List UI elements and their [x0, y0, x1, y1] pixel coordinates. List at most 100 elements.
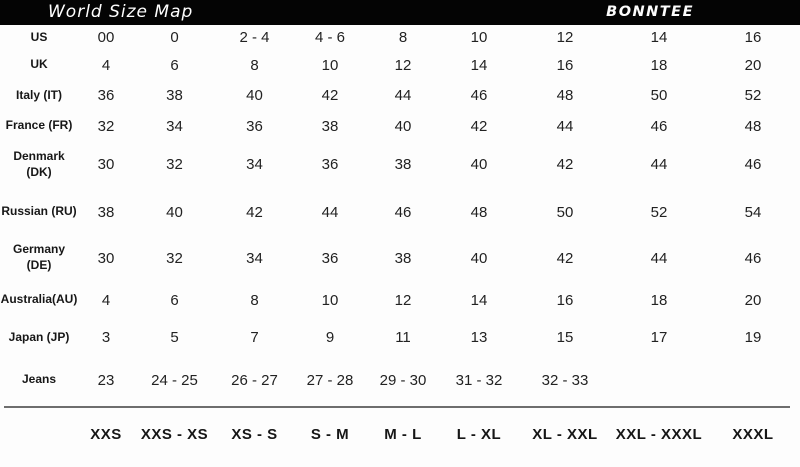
row-label-russian-ru: Russian (RU) — [1, 204, 77, 219]
separator-line — [4, 406, 790, 408]
row-label-uk: UK — [30, 57, 48, 72]
size-cell: 18 — [650, 56, 668, 74]
size-cell: 12 — [556, 29, 574, 46]
size-cell: 38 — [321, 117, 339, 135]
size-cell: 36 — [97, 87, 115, 104]
size-cell: 8 — [398, 29, 408, 46]
size-cell: 19 — [744, 329, 762, 346]
size-cell: 36 — [246, 117, 263, 135]
footer-size-label-xxs-xs: XXS - XS — [140, 425, 209, 443]
size-cell: 32 — [166, 249, 183, 267]
size-cell: 18 — [650, 291, 668, 309]
size-cell: 34 — [166, 117, 183, 135]
size-cell: 4 — [101, 291, 111, 309]
size-cell: 14 — [650, 29, 668, 46]
row-label-denmark-dk: Denmark (DK) — [13, 148, 65, 179]
size-cell: 16 — [556, 291, 574, 309]
row-label-germany-de: Germany (DE) — [12, 242, 66, 272]
size-cell: 48 — [470, 203, 488, 221]
size-cell: 4 - 6 — [314, 29, 345, 46]
size-cell: 46 — [470, 87, 488, 104]
size-cell: 32 - 33 — [541, 371, 589, 389]
size-cell: 50 — [556, 203, 574, 221]
size-cell: 44 — [394, 87, 412, 104]
row-label-italy-it: Italy (IT) — [15, 87, 62, 102]
size-cell: 48 — [744, 117, 762, 135]
size-cell — [706, 355, 800, 405]
size-cell: 32 — [166, 156, 183, 173]
row-label-us: US — [30, 29, 48, 44]
size-cell: 16 — [556, 56, 574, 74]
size-cell: 34 — [246, 249, 263, 267]
size-cell: 46 — [650, 117, 668, 135]
title-bar: World Size Map BONNTEE — [0, 0, 800, 25]
size-cell: 36 — [321, 249, 339, 267]
size-cell: 23 — [97, 371, 115, 389]
size-cell: 5 — [170, 329, 179, 346]
size-cell: 44 — [556, 117, 574, 135]
size-cell: 42 — [246, 203, 263, 221]
size-cell: 52 — [650, 203, 668, 221]
size-cell: 54 — [744, 203, 762, 221]
size-cell: 20 — [744, 291, 762, 309]
size-cell: 31 - 32 — [455, 371, 503, 389]
size-cell: 52 — [744, 87, 762, 104]
size-cell: 38 — [394, 249, 412, 267]
row-label-jeans: Jeans — [21, 372, 57, 387]
footer-size-label-xl-xxl: XL - XXL — [532, 425, 598, 443]
size-cell: 10 — [470, 29, 488, 46]
size-cell: 44 — [650, 156, 668, 173]
footer-size-label-xxxl: XXXL — [732, 425, 774, 443]
size-cell: 46 — [744, 249, 762, 267]
size-cell: 44 — [321, 203, 339, 221]
size-cell: 32 — [97, 117, 115, 135]
size-cell: 30 — [97, 156, 115, 173]
size-cell: 36 — [321, 156, 339, 173]
size-cell — [612, 355, 706, 405]
size-cell: 12 — [394, 291, 412, 309]
size-cell: 38 — [97, 203, 115, 221]
row-label-france-fr: France (FR) — [5, 118, 73, 133]
size-cell: 48 — [556, 87, 574, 104]
size-cell: 00 — [97, 29, 115, 46]
size-cell: 50 — [650, 87, 668, 104]
footer-size-label-xxs: XXS — [90, 425, 122, 443]
footer-size-label-xs-s: XS - S — [231, 425, 278, 443]
size-cell: 8 — [250, 291, 259, 309]
size-cell: 26 - 27 — [231, 371, 278, 389]
size-cell: 2 - 4 — [239, 29, 270, 46]
footer-size-label-xxl-xxxl: XXL - XXXL — [615, 425, 703, 443]
size-cell: 42 — [556, 249, 574, 267]
size-cell: 13 — [470, 329, 488, 346]
size-cell: 7 — [250, 329, 259, 346]
row-label-japan-jp: Japan (JP) — [8, 329, 70, 344]
size-cell: 10 — [321, 291, 339, 309]
size-cell: 10 — [321, 56, 339, 74]
size-cell: 8 — [250, 56, 259, 74]
size-cell: 42 — [470, 117, 488, 135]
size-footer-row: XXS XXS - XS XS - S S - M M - L L - XL XL - XX… — [0, 409, 800, 459]
size-cell: 46 — [744, 156, 762, 173]
size-cell: 9 — [325, 329, 335, 346]
footer-size-label-s-m: S - M — [310, 425, 350, 443]
size-cell: 40 — [470, 156, 488, 173]
size-cell: 15 — [556, 329, 574, 346]
size-cell: 40 — [470, 249, 488, 267]
size-cell: 20 — [744, 56, 762, 74]
footer-spacer — [0, 409, 78, 459]
size-cell: 40 — [394, 117, 412, 135]
size-cell: 16 — [744, 29, 762, 46]
size-cell: 38 — [166, 87, 183, 104]
size-cell: 30 — [97, 249, 115, 267]
page-title: World Size Map — [48, 1, 194, 22]
footer-size-label-l-xl: L - XL — [456, 425, 502, 443]
footer-size-label-m-l: M - L — [384, 425, 422, 443]
size-cell: 14 — [470, 56, 488, 74]
size-cell: 11 — [395, 329, 411, 346]
size-cell: 12 — [394, 56, 412, 74]
size-cell: 40 — [246, 87, 263, 104]
size-cell: 6 — [170, 291, 179, 309]
row-label-australia-au: Australia(AU) — [0, 292, 78, 307]
